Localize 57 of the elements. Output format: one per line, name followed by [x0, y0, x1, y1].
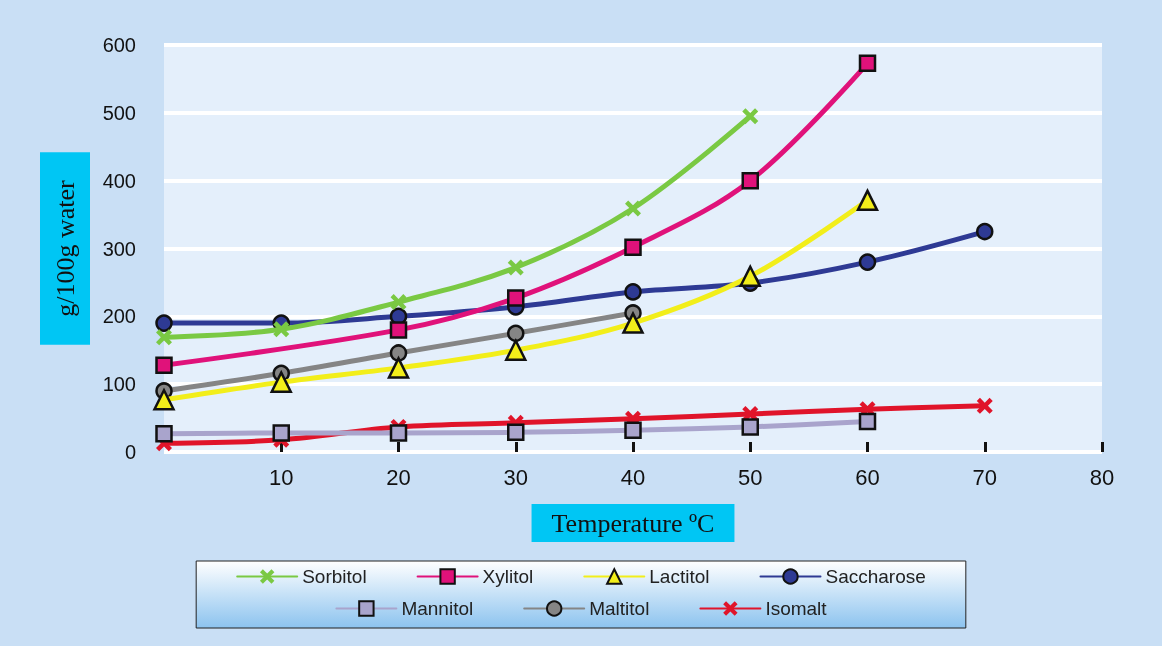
- point: [624, 238, 642, 256]
- point: [858, 412, 877, 431]
- point: [624, 283, 642, 301]
- legend-label: Isomalt: [765, 598, 828, 619]
- point: [624, 421, 642, 440]
- legend-label: Maltitol: [589, 598, 650, 619]
- x-tick-label: 50: [738, 464, 763, 490]
- point: [856, 189, 879, 212]
- point: [390, 294, 407, 311]
- legend-label: Sorbitol: [302, 566, 367, 587]
- point: [153, 389, 175, 411]
- point: [387, 357, 410, 379]
- x-tick-label: 20: [386, 464, 411, 490]
- x-axis-title: Temperature ºC: [551, 508, 715, 538]
- point: [625, 200, 641, 217]
- x-tick-label: 60: [855, 464, 880, 490]
- point: [976, 222, 994, 241]
- x-tick-label: 40: [620, 464, 646, 490]
- legend-label: Xylitol: [482, 566, 534, 587]
- point: [507, 324, 525, 343]
- point: [155, 356, 173, 374]
- y-tick-label: 0: [124, 441, 136, 463]
- x-tick-label: 30: [503, 464, 528, 490]
- y-tick-label: 200: [102, 305, 136, 328]
- y-tick-label: 500: [102, 101, 136, 124]
- point: [389, 424, 408, 442]
- x-tick-label: 80: [1089, 464, 1115, 490]
- point: [741, 418, 759, 436]
- point: [270, 371, 292, 393]
- point: [622, 312, 644, 334]
- point: [505, 339, 527, 361]
- point: [739, 265, 761, 288]
- point: [858, 54, 877, 73]
- y-tick-label: 300: [102, 237, 136, 260]
- y-axis-title: g/100g water: [50, 179, 80, 317]
- x-tick-label: 10: [269, 464, 294, 490]
- y-tick-label: 100: [102, 373, 136, 396]
- x-tick-label: 70: [972, 464, 997, 490]
- point: [156, 329, 172, 346]
- point: [858, 253, 877, 271]
- point: [507, 423, 525, 442]
- legend-label: Saccharose: [825, 566, 926, 587]
- point: [273, 321, 290, 338]
- point: [507, 289, 525, 307]
- point: [741, 171, 759, 190]
- point: [976, 397, 993, 414]
- y-tick-label: 600: [102, 34, 136, 56]
- point: [155, 314, 173, 332]
- y-tick-label: 400: [102, 169, 136, 192]
- point: [155, 424, 173, 443]
- point: [507, 259, 524, 276]
- legend-label: Lactitol: [649, 566, 710, 587]
- point: [389, 344, 408, 362]
- point: [742, 108, 759, 125]
- point: [272, 424, 290, 442]
- legend-label: Mannitol: [401, 598, 474, 619]
- point: [389, 321, 408, 339]
